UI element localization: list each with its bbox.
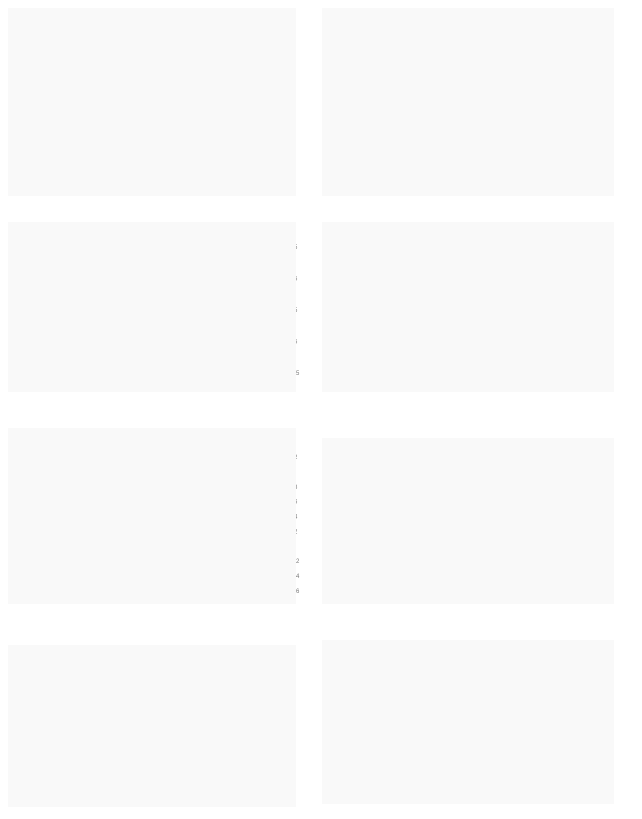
chart-item-16 [8,645,296,807]
chart-item-13 [8,428,296,604]
chart-item-17 [322,640,614,804]
chart-item-12 [322,222,614,392]
chart-item-9 [8,8,296,196]
chart-item-11 [8,222,296,392]
chart-item-15 [322,438,614,604]
chart-item-10 [322,8,614,196]
